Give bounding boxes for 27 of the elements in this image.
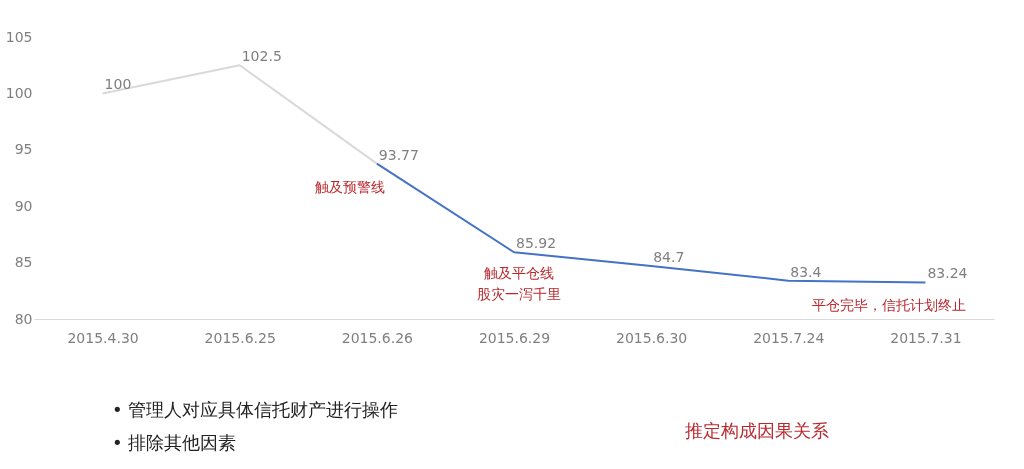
data-label: 93.77 <box>378 146 419 163</box>
text: • 排除其他因素 <box>112 432 237 453</box>
x-tick-label: 2015.6.29 <box>478 329 551 346</box>
annotation: 平仓完毕，信托计划终止 <box>812 297 966 313</box>
x-tick-label: 2015.4.30 <box>67 329 139 346</box>
y-tick-label: 100 <box>5 84 33 101</box>
x-tick-label: 2015.7.31 <box>890 329 962 346</box>
data-label: 85.92 <box>516 235 557 252</box>
x-tick-label: 2015.7.24 <box>753 329 825 346</box>
data-label: 100 <box>104 76 132 93</box>
annotation: 触及预警线 <box>315 179 385 195</box>
annotation: 股灾一泻千里 <box>477 286 561 302</box>
annotation: 触及平仓线 <box>484 265 554 281</box>
x-tick-label: 2015.6.25 <box>204 329 276 346</box>
data-label: 84.7 <box>653 248 685 265</box>
data-label: 83.24 <box>927 265 968 282</box>
text: 推定构成因果关系 <box>685 420 829 441</box>
y-tick-label: 80 <box>14 310 33 327</box>
data-label: 83.4 <box>790 263 822 280</box>
y-tick-label: 85 <box>14 254 33 271</box>
x-tick-label: 2015.6.26 <box>341 329 414 346</box>
x-tick-label: 2015.6.30 <box>616 329 688 346</box>
data-label: 102.5 <box>241 48 282 65</box>
y-tick-label: 90 <box>14 197 33 214</box>
y-tick-label: 105 <box>5 28 33 45</box>
text: • 管理人对应具体信托财产进行操作 <box>112 399 399 420</box>
y-tick-label: 95 <box>14 141 33 158</box>
